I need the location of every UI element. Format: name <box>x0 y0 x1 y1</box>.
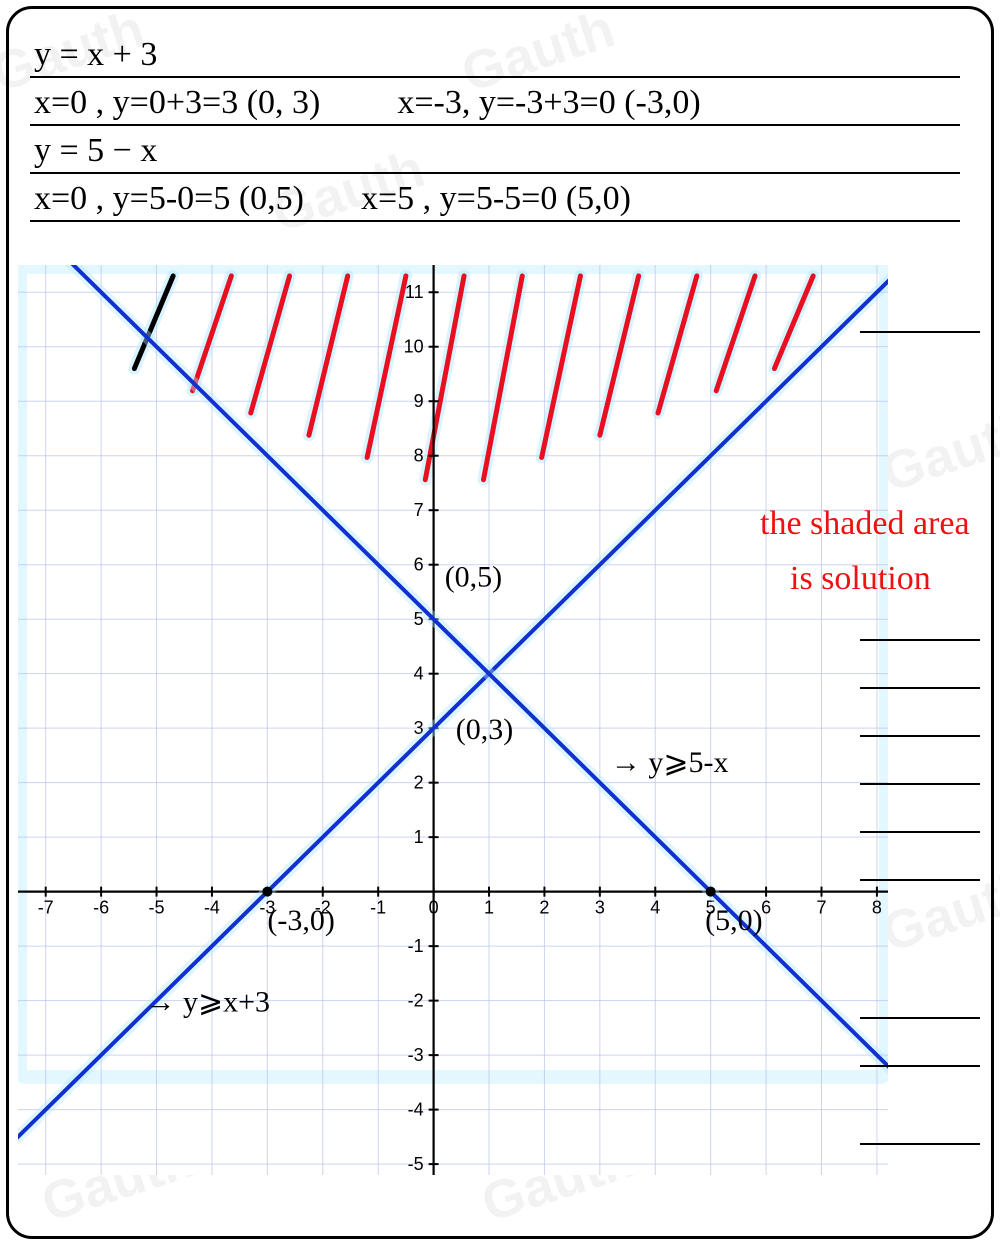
eq2-right: x=-3, y=-3+3=0 (-3,0) <box>397 84 700 121</box>
svg-text:(0,5): (0,5) <box>445 560 502 593</box>
svg-text:7: 7 <box>816 898 826 918</box>
svg-text:1: 1 <box>414 827 424 847</box>
svg-text:9: 9 <box>414 391 424 411</box>
svg-text:(-3,0): (-3,0) <box>267 904 334 937</box>
svg-text:2: 2 <box>414 773 424 793</box>
eq-line-2: x=0 , y=0+3=3 (0, 3) x=-3, y=-3+3=0 (-3,… <box>30 78 960 126</box>
svg-text:-7: -7 <box>38 898 54 918</box>
svg-text:-5: -5 <box>408 1154 424 1174</box>
svg-text:7: 7 <box>414 500 424 520</box>
svg-text:-6: -6 <box>93 898 109 918</box>
svg-text:6: 6 <box>414 555 424 575</box>
svg-text:→ y⩾5-x: → y⩾5-x <box>611 746 729 779</box>
svg-text:-5: -5 <box>149 898 165 918</box>
svg-text:8: 8 <box>414 446 424 466</box>
svg-text:-4: -4 <box>408 1100 424 1120</box>
eq-line-1: y = x + 3 <box>30 30 960 78</box>
eq2-left: x=0 , y=0+3=3 (0, 3) <box>34 84 320 121</box>
svg-text:1: 1 <box>484 898 494 918</box>
svg-text:3: 3 <box>595 898 605 918</box>
eq-line-4: x=0 , y=5-0=5 (0,5) x=5 , y=5-5=0 (5,0) <box>30 174 960 222</box>
svg-text:-3: -3 <box>408 1045 424 1065</box>
svg-text:-2: -2 <box>408 991 424 1011</box>
eq4-left: x=0 , y=5-0=5 (0,5) <box>34 180 304 217</box>
svg-text:-4: -4 <box>204 898 220 918</box>
svg-text:-1: -1 <box>408 936 424 956</box>
svg-text:-1: -1 <box>370 898 386 918</box>
svg-text:4: 4 <box>650 898 660 918</box>
svg-text:(5,0): (5,0) <box>705 904 762 937</box>
svg-text:→ y⩾x+3: → y⩾x+3 <box>145 986 270 1019</box>
eq-line-3: y = 5 − x <box>30 126 960 174</box>
ruled-margin <box>860 265 980 1145</box>
svg-text:(0,3): (0,3) <box>456 713 513 746</box>
svg-text:0: 0 <box>429 898 439 918</box>
svg-text:10: 10 <box>404 337 424 357</box>
svg-text:4: 4 <box>414 664 424 684</box>
eq4-right: x=5 , y=5-5=0 (5,0) <box>361 180 631 217</box>
graph-plot: -7-6-5-4-3-2-1012345678-5-4-3-2-11234567… <box>18 265 888 1175</box>
svg-text:11: 11 <box>405 282 424 302</box>
equations-block: y = x + 3 x=0 , y=0+3=3 (0, 3) x=-3, y=-… <box>30 30 960 222</box>
svg-text:2: 2 <box>539 898 549 918</box>
